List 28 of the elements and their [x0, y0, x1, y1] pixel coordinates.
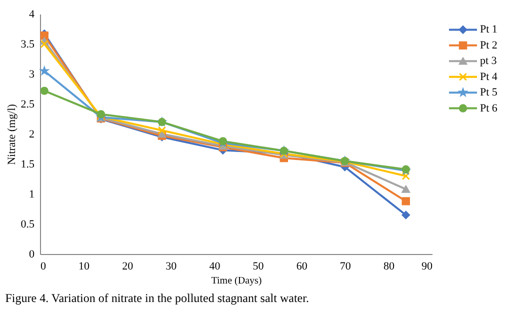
y-tick-label: 3.5 — [20, 38, 35, 50]
x-tick-label: 30 — [166, 260, 178, 272]
y-axis-title: Nitrate (mg/l) — [6, 104, 18, 165]
y-tick-label: 3 — [29, 68, 35, 80]
legend-label: Pt 6 — [480, 102, 498, 114]
caption: Figure 4. Variation of nitrate in the polluted stagnant salt water. — [5, 291, 309, 305]
y-tick-label: 0 — [29, 248, 35, 260]
legend-label: Pt 1 — [480, 24, 498, 36]
y-tick-label: 2.5 — [20, 98, 35, 110]
y-tick-label: 1.5 — [20, 158, 35, 170]
x-tick-label: 60 — [296, 260, 308, 272]
y-tick-label: 0.5 — [20, 218, 35, 230]
x-tick-label: 10 — [78, 260, 90, 272]
x-tick-label: 0 — [40, 260, 46, 272]
x-tick-label: 40 — [209, 260, 221, 272]
y-tick-label: 2 — [29, 128, 34, 140]
y-tick-label: 4 — [29, 8, 35, 20]
legend-label: Pt 4 — [480, 70, 498, 83]
x-tick-label: 20 — [122, 260, 134, 272]
x-axis-title: Time (Days) — [211, 276, 262, 286]
legend-label: Pt 2 — [480, 39, 498, 52]
x-tick-label: 80 — [383, 260, 395, 272]
legend-label: pt 3 — [480, 55, 498, 68]
y-tick-label: 1 — [29, 188, 34, 200]
x-tick-label: 50 — [252, 260, 264, 272]
legend-label: Pt 5 — [480, 86, 498, 99]
x-tick-label: 70 — [340, 260, 352, 272]
x-tick-label: 90 — [422, 260, 433, 272]
